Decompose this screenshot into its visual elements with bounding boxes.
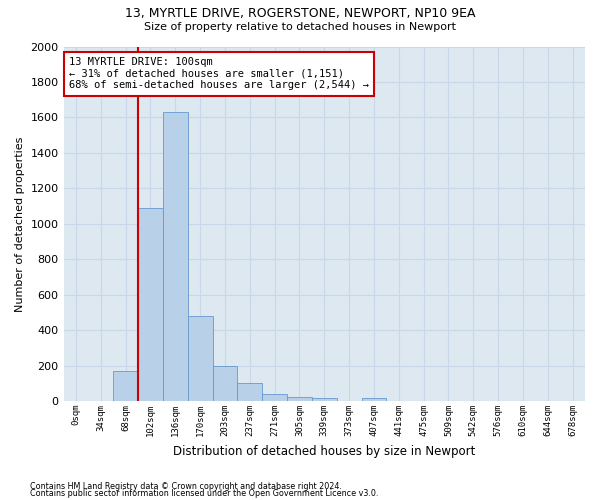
X-axis label: Distribution of detached houses by size in Newport: Distribution of detached houses by size … (173, 444, 475, 458)
Bar (362, 398, 386, 401)
Text: 13 MYRTLE DRIVE: 100sqm
← 31% of detached houses are smaller (1,151)
68% of semi: 13 MYRTLE DRIVE: 100sqm ← 31% of detache… (69, 57, 369, 90)
Text: Contains public sector information licensed under the Open Government Licence v3: Contains public sector information licen… (30, 489, 379, 498)
Bar (287, 396, 312, 401)
Bar (163, 112, 188, 401)
Bar (312, 398, 337, 401)
Y-axis label: Number of detached properties: Number of detached properties (15, 136, 25, 312)
Bar (113, 371, 138, 401)
Text: Size of property relative to detached houses in Newport: Size of property relative to detached ho… (144, 22, 456, 32)
Text: Contains HM Land Registry data © Crown copyright and database right 2024.: Contains HM Land Registry data © Crown c… (30, 482, 342, 491)
Bar (212, 366, 238, 401)
Bar (188, 316, 212, 401)
Bar (138, 208, 163, 401)
Bar (238, 384, 262, 401)
Bar (262, 394, 287, 401)
Text: 13, MYRTLE DRIVE, ROGERSTONE, NEWPORT, NP10 9EA: 13, MYRTLE DRIVE, ROGERSTONE, NEWPORT, N… (125, 8, 475, 20)
